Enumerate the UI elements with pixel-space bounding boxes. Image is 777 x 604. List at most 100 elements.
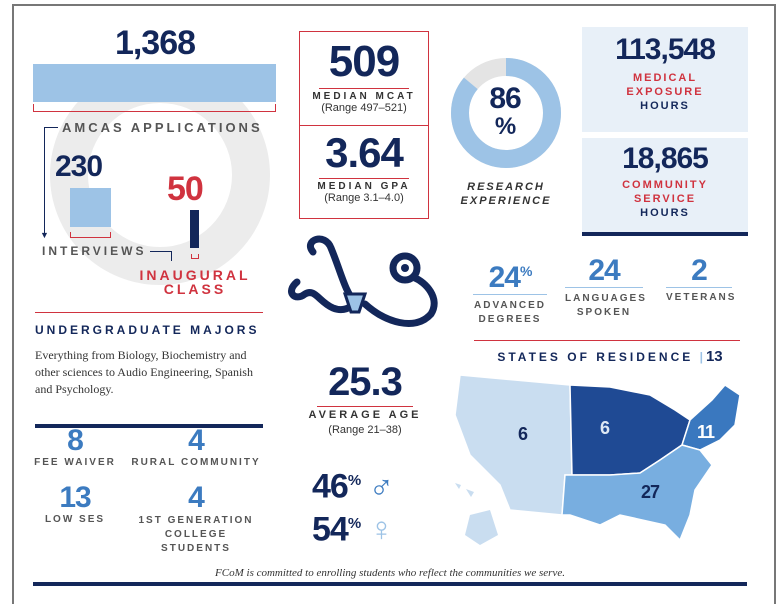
applications-label: AMCAS APPLICATIONS [62, 120, 263, 135]
gpa-section: 3.64 MEDIAN GPA (Range 3.1–4.0) [300, 126, 428, 204]
community-service-value: 18,865 [622, 142, 709, 175]
page-frame [12, 4, 776, 604]
mcat-label: MEDIAN MCAT [312, 91, 416, 102]
advanced-degrees-number: 24 [488, 261, 521, 294]
inaugural-bar [190, 210, 199, 248]
inaugural-label: INAUGURAL CLASS [130, 268, 260, 296]
low-ses-label: LOW SES [44, 514, 106, 525]
inaugural-label-line1: INAUGURAL [139, 267, 251, 283]
low-ses-value: 13 [59, 481, 91, 514]
male-percent: 46% ♂ [312, 462, 394, 506]
first-gen-label-line2: COLLEGE STUDENTS [161, 529, 231, 554]
medical-label: MEDICAL [632, 72, 698, 84]
spoken-label: SPOKEN [576, 307, 632, 318]
states-divider [474, 340, 740, 341]
arrow-to-inaugural [150, 251, 172, 261]
research-arc [451, 58, 561, 168]
arrow-to-interviews [44, 127, 58, 235]
rural-label: RURAL COMMUNITY [131, 457, 261, 468]
states-count: 13 [705, 348, 723, 365]
first-gen-value: 4 [188, 481, 205, 514]
advanced-degrees-stat: 24% ADVANCED DEGREES [473, 255, 547, 327]
exposure-label: EXPOSURE [626, 86, 704, 98]
gpa-range: (Range 3.1–4.0) [324, 192, 404, 204]
degrees-label: DEGREES [478, 314, 542, 325]
arrow-down-icon: ▼ [40, 230, 49, 240]
fee-waiver-label: FEE WAIVER [34, 457, 116, 468]
gpa-value: 3.64 [325, 129, 404, 176]
interviews-value: 230 [55, 150, 103, 183]
inaugural-value: 50 [167, 170, 204, 208]
gender-stats: 46% ♂ 54% ♀ [312, 462, 394, 549]
fee-waiver-stat: 8 FEE WAIVER [30, 424, 120, 469]
low-ses-stat: 13 LOW SES [30, 481, 120, 526]
states-title: STATES OF RESIDENCE |13 [497, 348, 723, 365]
age-value: 25.3 [328, 360, 403, 404]
map-hawaii [455, 483, 474, 497]
medical-exposure-panel: 113,548 MEDICAL EXPOSURE HOURS [582, 27, 748, 132]
female-icon: ♀ [368, 510, 394, 549]
interviews-bracket [70, 232, 111, 238]
first-gen-label: 1ST GENERATION COLLEGE STUDENTS [130, 514, 262, 556]
research-number: 86 [489, 82, 521, 115]
first-gen-label-line1: 1ST GENERATION [138, 515, 254, 526]
female-value: 54 [312, 510, 349, 549]
research-label: RESEARCH EXPERIENCE [450, 180, 562, 208]
stethoscope-icon [288, 235, 438, 327]
inaugural-bracket [191, 254, 199, 259]
first-gen-stat: 4 1ST GENERATION COLLEGE STUDENTS [130, 482, 262, 556]
majors-section: UNDERGRADUATE MAJORS Everything from Bio… [35, 312, 263, 428]
age-label: AVERAGE AGE [308, 409, 422, 421]
states-title-text: STATES OF RESIDENCE [497, 350, 694, 364]
inaugural-label-line2: CLASS [163, 281, 227, 297]
mcat-gpa-box: 509 MEDIAN MCAT (Range 497–521) 3.64 MED… [299, 31, 429, 219]
mcat-section: 509 MEDIAN MCAT (Range 497–521) [300, 32, 428, 126]
footer-rule [33, 582, 747, 586]
west-count: 6 [518, 424, 528, 444]
medical-exposure-value: 113,548 [615, 33, 716, 66]
midwest-count: 6 [600, 418, 610, 438]
fee-waiver-value: 8 [67, 424, 84, 457]
interviews-bar [70, 188, 111, 227]
gpa-label: MEDIAN GPA [317, 181, 411, 192]
us-map [454, 374, 741, 545]
languages-label: LANGUAGES [565, 293, 647, 304]
veterans-stat: 2 VETERANS [666, 255, 737, 303]
research-label-line1: RESEARCH [467, 181, 545, 193]
footer-text: FCoM is committed to enrolling students … [215, 567, 565, 579]
age-stat: 25.3 AVERAGE AGE (Range 21–38) [300, 360, 430, 436]
male-value: 46 [312, 467, 349, 506]
map-region-south [561, 444, 713, 542]
mcat-range: (Range 497–521) [321, 102, 407, 114]
veterans-label: VETERANS [666, 292, 737, 303]
rural-stat: 4 RURAL COMMUNITY [130, 424, 262, 469]
male-unit: % [347, 472, 361, 489]
northeast-count: 11 [697, 422, 715, 442]
map-alaska [465, 510, 498, 545]
applications-bracket [33, 104, 276, 112]
community-label: COMMUNITY [622, 179, 708, 191]
advanced-degrees-unit: % [519, 263, 532, 279]
applications-value: 1,368 [114, 24, 196, 62]
community-service-panel: 18,865 COMMUNITY SERVICE HOURS [582, 138, 748, 236]
advanced-degrees-value: 24% [473, 255, 547, 295]
research-unit: % [494, 113, 516, 140]
male-icon: ♂ [368, 467, 394, 506]
female-unit: % [347, 515, 361, 533]
interviews-label: INTERVIEWS [42, 244, 147, 258]
languages-value: 24 [565, 255, 643, 288]
majors-text: Everything from Biology, Biochemistry an… [35, 348, 253, 396]
mcat-value: 509 [328, 37, 400, 86]
service-label: SERVICE [633, 193, 697, 205]
south-count: 27 [641, 482, 660, 502]
rural-value: 4 [188, 424, 205, 457]
research-label-line2: EXPERIENCE [460, 195, 552, 207]
advanced-label: ADVANCED [474, 300, 546, 311]
applications-bar [33, 64, 276, 102]
languages-stat: 24 LANGUAGES SPOKEN [565, 255, 647, 320]
hours-label: HOURS [640, 207, 690, 219]
research-donut [451, 58, 561, 168]
veterans-value: 2 [666, 255, 732, 288]
research-value: 86 % [470, 82, 540, 141]
age-range: (Range 21–38) [328, 424, 402, 436]
